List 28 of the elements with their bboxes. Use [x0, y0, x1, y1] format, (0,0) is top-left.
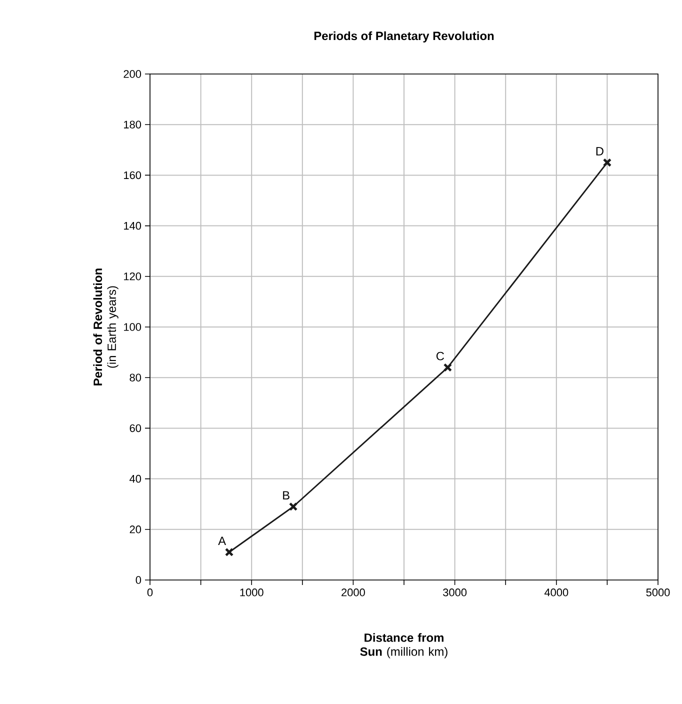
y-tick-label: 60	[130, 424, 142, 432]
annotation: D	[596, 147, 604, 156]
annotation: A	[218, 536, 226, 545]
x-tick-label: 4000	[544, 588, 568, 596]
y-tick-label: 120	[124, 272, 142, 280]
point	[224, 548, 234, 557]
y-tick-label: 20	[130, 526, 142, 534]
annotation: C	[436, 352, 444, 360]
chart-title: Periods of Planetary Revolution	[314, 31, 494, 42]
y-tick-label: 0	[136, 576, 142, 584]
y-tick-label: 160	[124, 171, 142, 180]
x-tick-label: 5000	[646, 588, 670, 596]
y-tick-label: 80	[130, 374, 142, 382]
point	[288, 502, 298, 511]
y-tick-label: 40	[130, 474, 142, 483]
y-tick-label: 180	[124, 120, 142, 128]
x-tick-label: 2000	[342, 588, 365, 596]
x-tick-label: 3000	[443, 588, 467, 596]
x-tick-label: 0	[147, 588, 153, 596]
y-tick-label: 200	[124, 70, 142, 78]
x-tick-label: 1000	[240, 588, 264, 596]
point	[443, 363, 452, 372]
point	[602, 158, 612, 167]
y-tick-label: 140	[124, 222, 142, 230]
y-tick-label: 100	[124, 323, 142, 331]
y-axis-title: Period of Revolution (in Earth years)	[93, 268, 118, 386]
annotation: B	[283, 491, 290, 500]
x-axis-title: Distance from Sun (million km)	[360, 633, 448, 658]
